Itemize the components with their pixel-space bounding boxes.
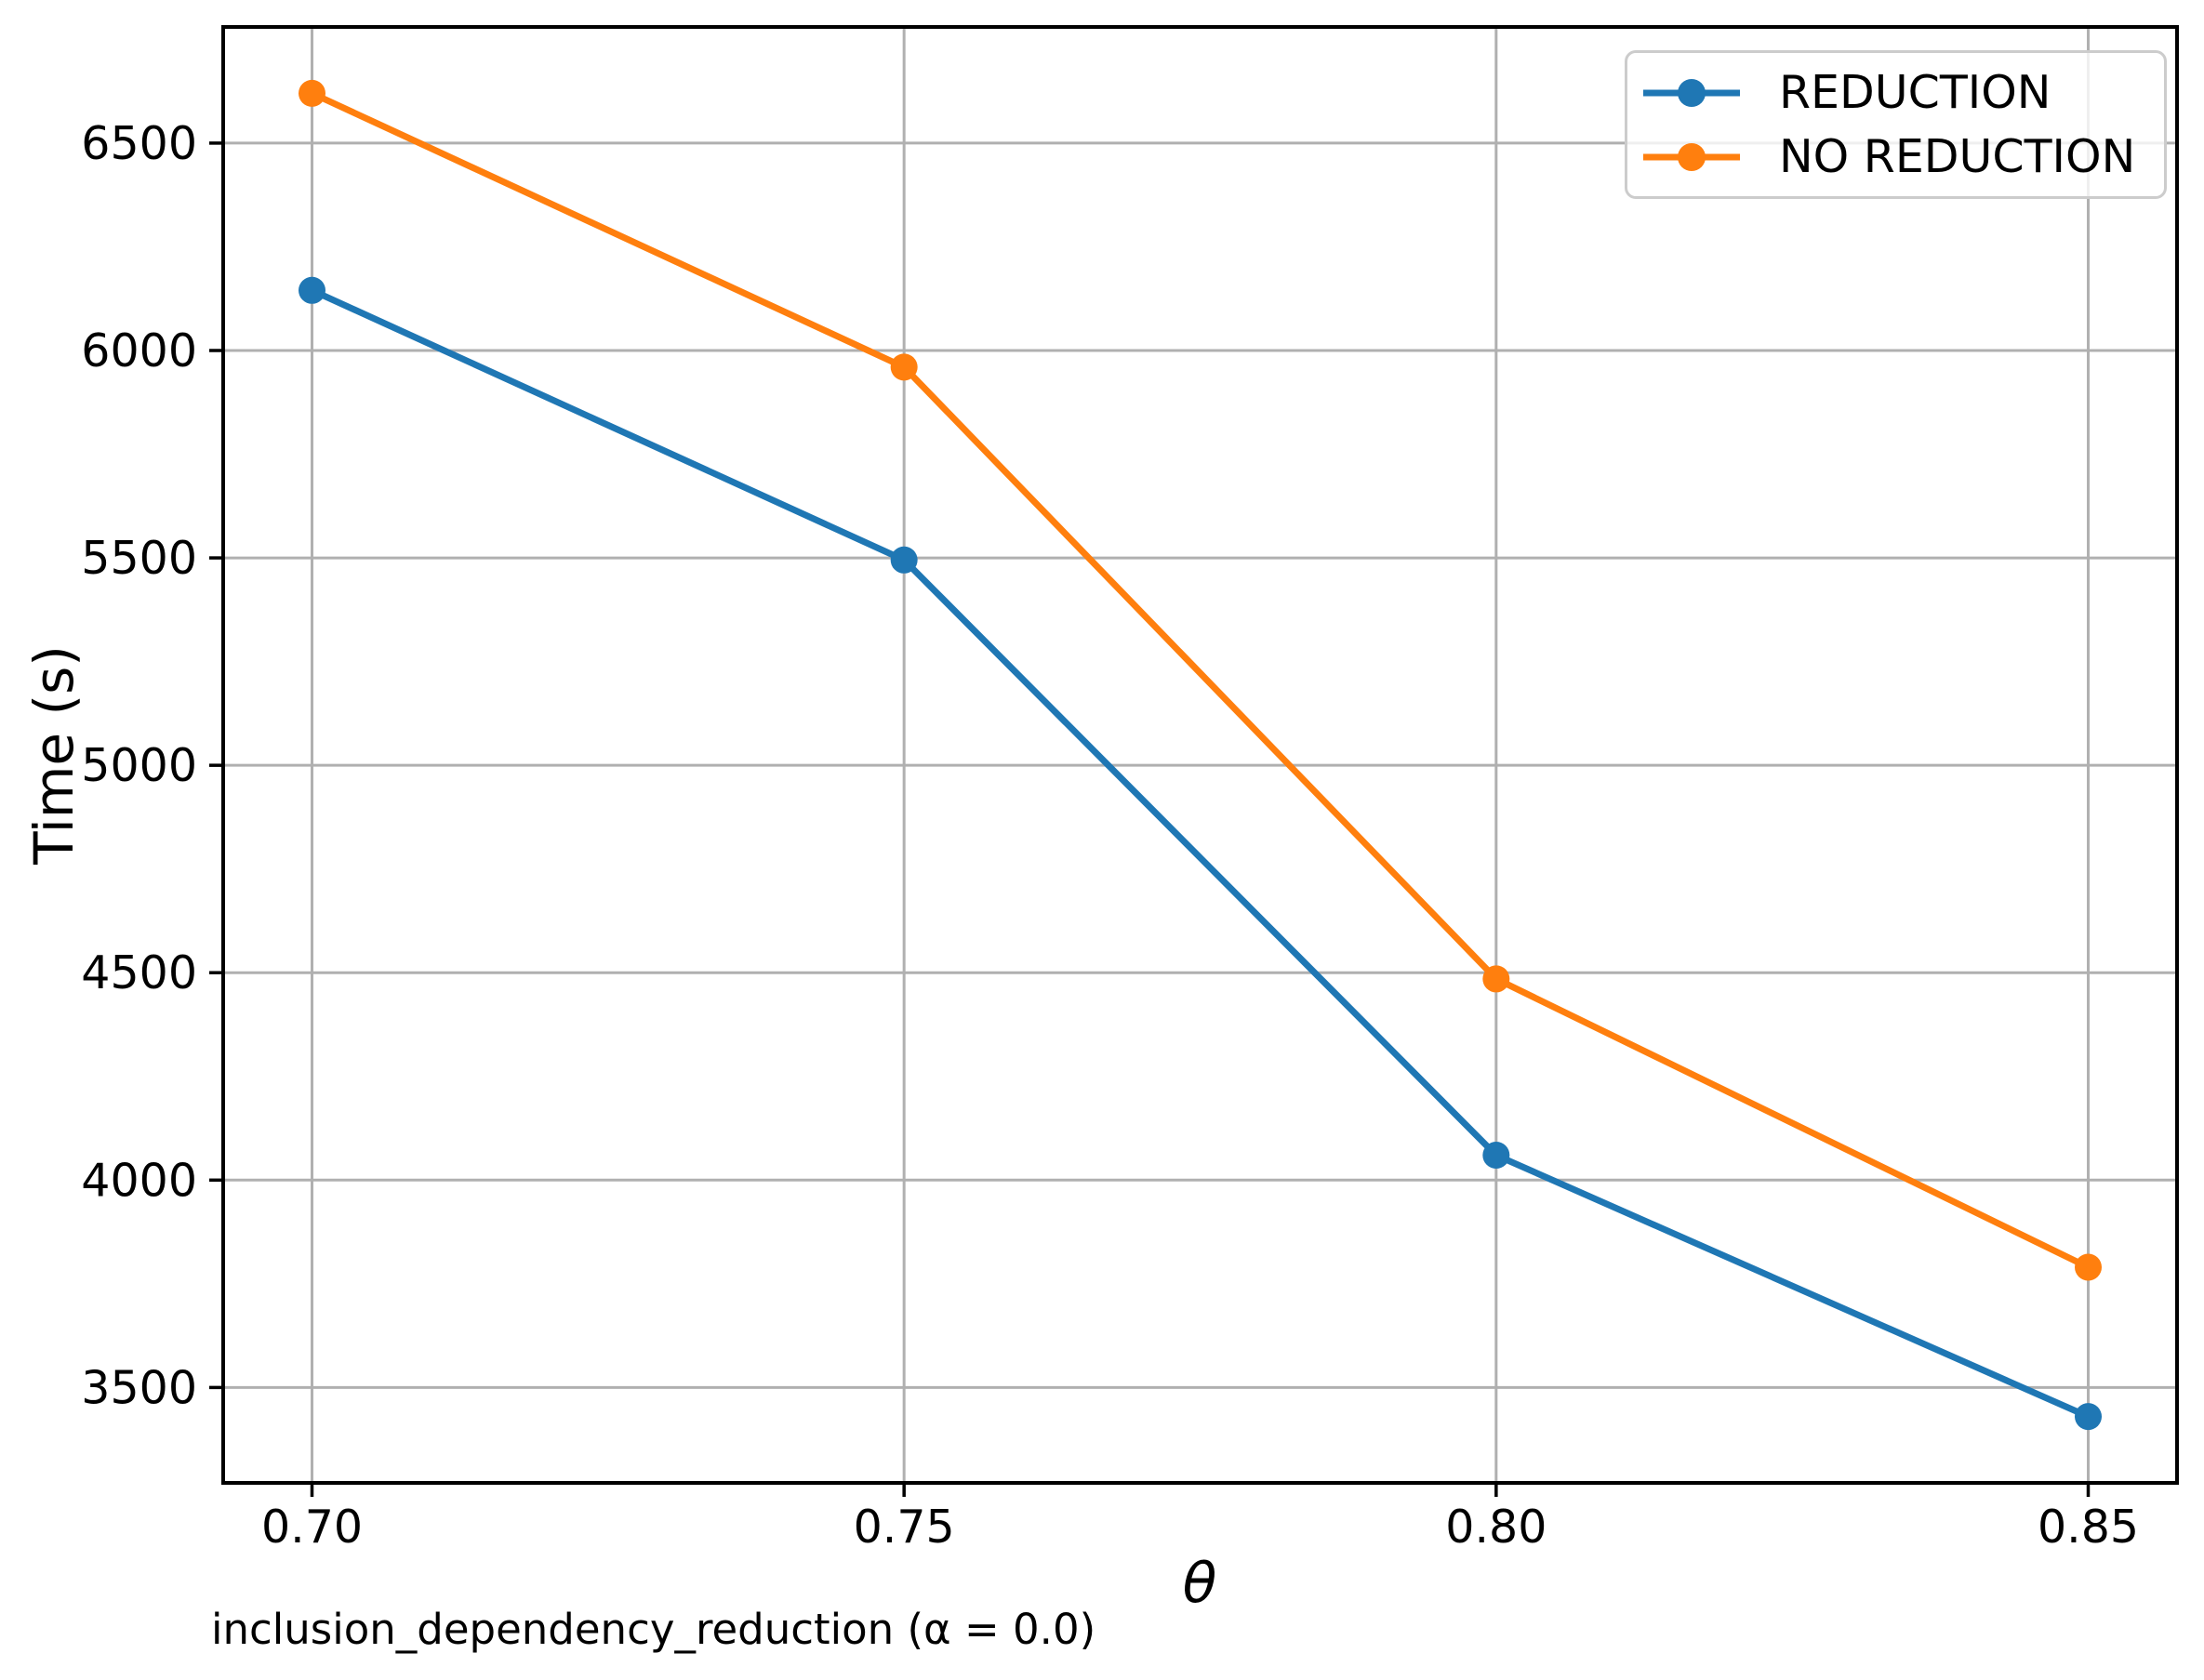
y-axis-label: Time (s)	[22, 645, 86, 865]
y-tick-label: 5500	[81, 532, 197, 585]
data-point-marker-no-reduction	[1482, 965, 1510, 993]
legend-line-sample	[1643, 142, 1740, 171]
legend-entry-no-reduction: NO REDUCTION	[1641, 125, 2164, 189]
y-tick-label: 5000	[81, 739, 197, 792]
data-point-marker-reduction	[890, 546, 918, 574]
data-point-marker-no-reduction	[299, 79, 325, 107]
y-tick-label: 6000	[81, 324, 197, 377]
x-axis-label: θ	[1182, 1551, 1217, 1616]
legend-label: REDUCTION	[1779, 66, 2051, 119]
series-line-reduction	[311, 287, 2090, 1420]
data-point-marker-reduction	[2075, 1403, 2102, 1431]
x-tick-label: 0.85	[2038, 1501, 2139, 1554]
y-tick-label: 6500	[81, 117, 197, 170]
x-tick-label: 0.75	[854, 1501, 955, 1554]
x-tick-label: 0.70	[261, 1501, 363, 1554]
series-line-no-reduction	[311, 90, 2091, 1271]
data-point-marker-reduction	[1482, 1142, 1510, 1170]
data-point-marker-no-reduction	[890, 353, 918, 381]
data-point-marker-reduction	[299, 276, 325, 304]
y-tick-label: 3500	[81, 1361, 197, 1414]
axes-spines	[221, 25, 2179, 1485]
data-point-marker-no-reduction	[2075, 1253, 2102, 1281]
legend-line-sample	[1643, 78, 1740, 107]
x-tick-label: 0.80	[1445, 1501, 1547, 1554]
y-tick-label: 4000	[81, 1154, 197, 1207]
y-tick-label: 4500	[81, 946, 197, 999]
legend: REDUCTION NO REDUCTION	[1625, 50, 2167, 199]
legend-entry-reduction: REDUCTION	[1641, 60, 2164, 125]
figure-caption: inclusion_dependency_reduction (α = 0.0)	[211, 1605, 1096, 1654]
legend-label: NO REDUCTION	[1779, 130, 2136, 183]
